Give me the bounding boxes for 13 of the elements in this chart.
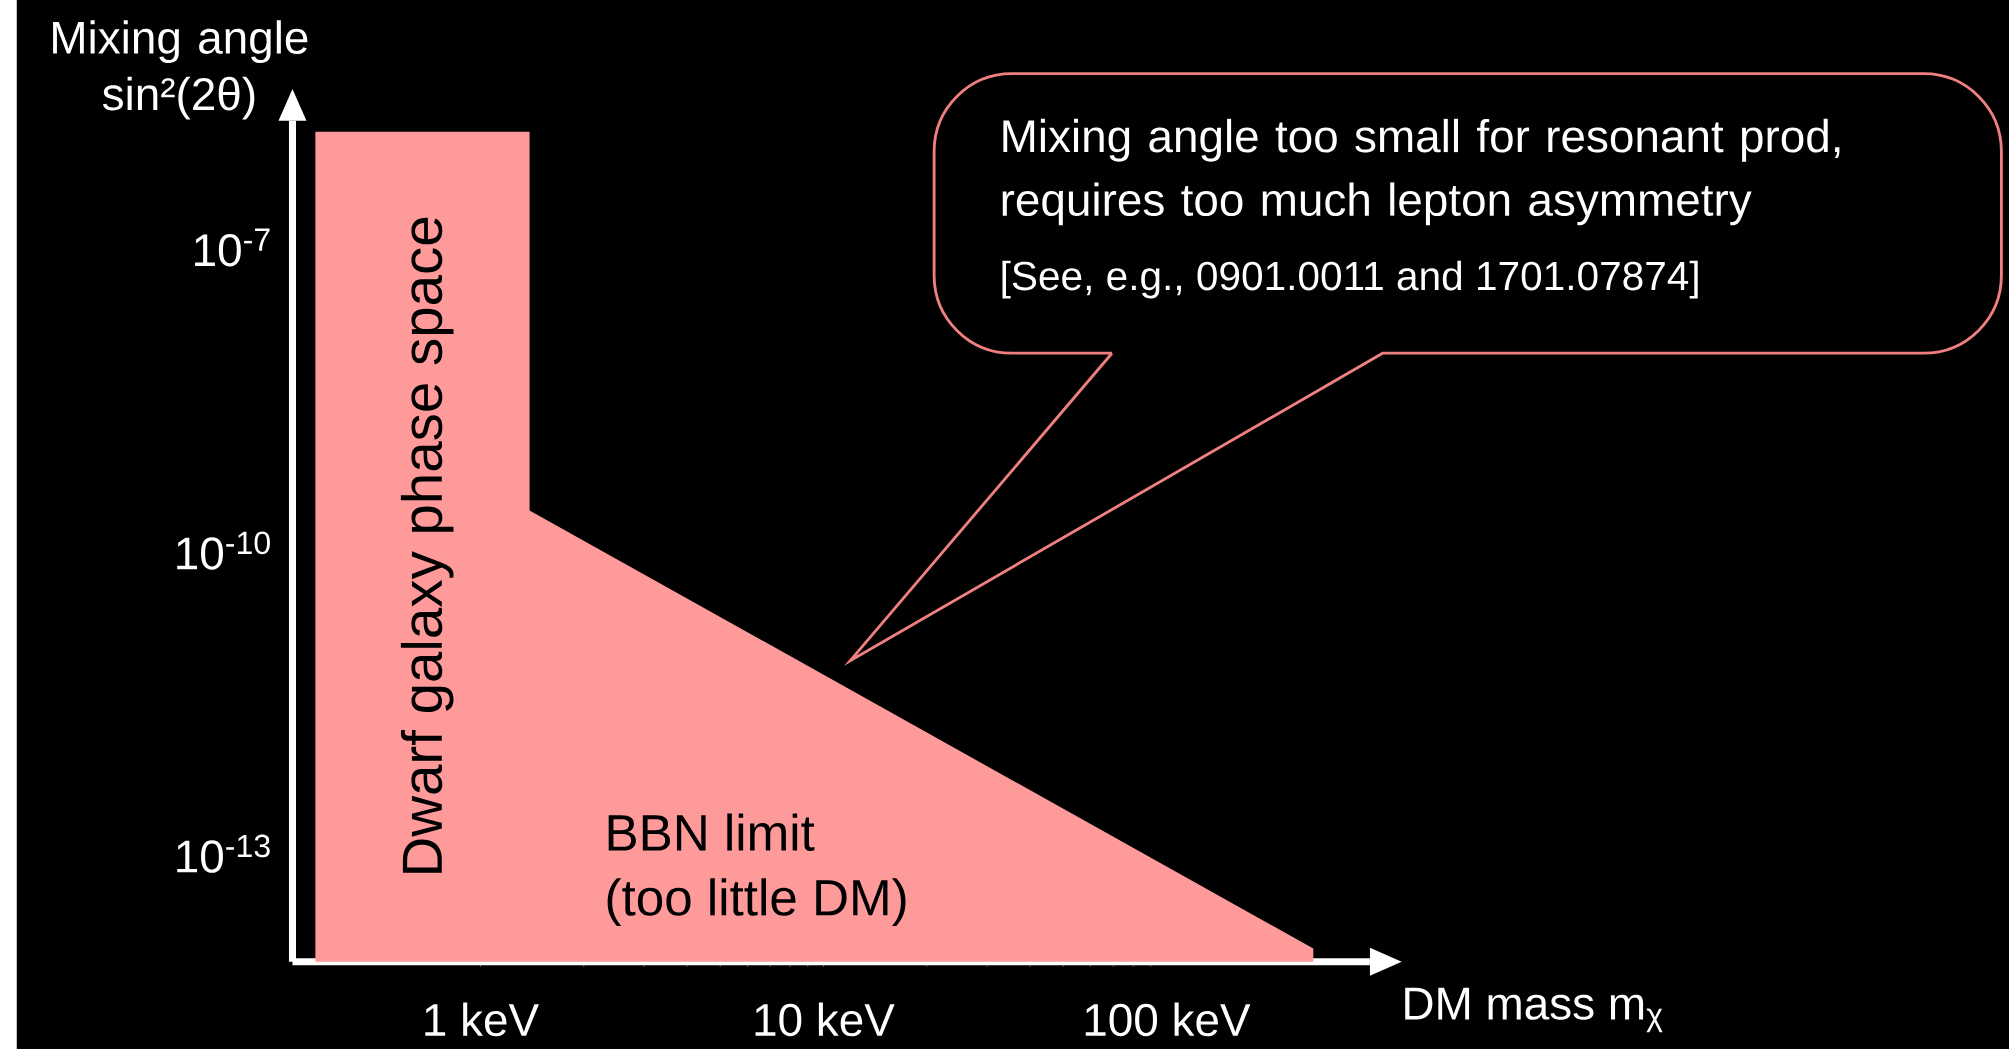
annotation: [See, e.g., 0901.0011 and 1701.07874] <box>1002 260 1698 299</box>
annotation: (too little DM) <box>607 878 906 926</box>
annotation: BBN limit <box>608 813 815 851</box>
x-tick-label: 1 keV <box>425 1002 539 1036</box>
annotation: Dwarf galaxy phase space <box>400 217 454 873</box>
y-axis-title: Mixing angle sin²(2θ) <box>53 20 308 120</box>
x-tick-label: 100 keV <box>1085 1002 1251 1036</box>
y-tick-label: 10$^{-7}$ <box>195 228 270 267</box>
x-tick-label: 10 keV <box>755 1002 895 1036</box>
y-tick-label: 10$^{-10}$ <box>177 531 270 570</box>
x-axis-title: DM mass m$_{χ}$ <box>1405 987 1663 1033</box>
y-tick-label: 10$^{-13}$ <box>177 834 270 873</box>
annotation: Mixing angle too small for resonant prod, requires too much lepton asymmetry <box>1002 118 1840 225</box>
